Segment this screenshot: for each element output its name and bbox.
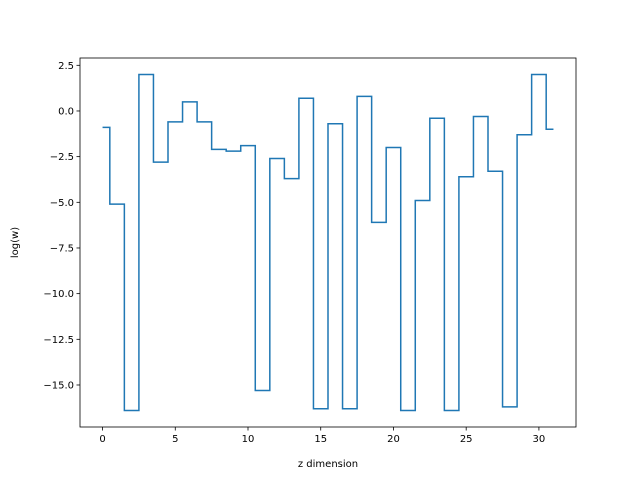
x-tick-label: 30: [533, 434, 546, 445]
x-tick-label: 20: [387, 434, 400, 445]
y-tick-label: −5.0: [50, 198, 74, 209]
y-tick-label: 0.0: [58, 106, 74, 117]
series-step-line: [102, 73, 554, 412]
y-axis: 2.5 0.0 −2.5 −5.0 −7.5 −10.0 −12.5 −15.0: [43, 61, 80, 391]
axes-frame: [79, 57, 577, 428]
y-tick-label: 2.5: [58, 61, 74, 72]
x-tick-label: 15: [314, 434, 327, 445]
y-tick-label: −15.0: [43, 380, 74, 391]
x-axis-label: z dimension: [298, 459, 358, 470]
y-tick-label: −12.5: [43, 335, 74, 346]
x-tick-label: 10: [242, 434, 255, 445]
y-tick-label: −7.5: [50, 243, 74, 254]
x-tick-label: 0: [99, 434, 105, 445]
y-tick-label: −2.5: [50, 152, 74, 163]
y-tick-label: −10.0: [43, 289, 74, 300]
x-tick-label: 5: [172, 434, 178, 445]
y-axis-label: log(w): [10, 227, 21, 258]
x-tick-label: 25: [460, 434, 473, 445]
x-axis: 0 5 10 15 20 25 30: [99, 427, 545, 445]
